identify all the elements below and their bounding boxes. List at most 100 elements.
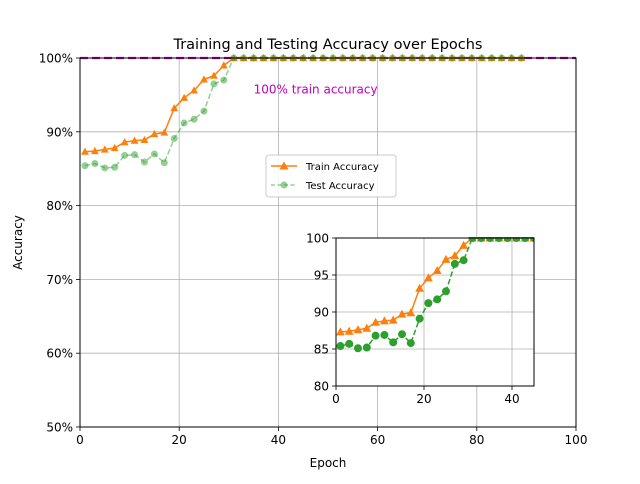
main-point-train-8: [160, 128, 169, 136]
main-series-line-0: [84, 57, 522, 153]
inset-series-line-0: [340, 237, 534, 333]
inset-ytick-label-90: 90: [314, 306, 329, 320]
main-plot-frame: [79, 57, 577, 428]
main-point-test-6: [140, 158, 148, 166]
inset-point-train-1: [344, 326, 354, 335]
main-xtick-label-0: 0: [76, 433, 84, 447]
inset-point-test-12: [442, 287, 450, 296]
inset-point-train-7: [397, 309, 407, 318]
inset-ytick-label-95: 95: [314, 269, 329, 283]
main-point-test-9: [170, 134, 178, 142]
main-point-train-3: [110, 143, 119, 152]
inset-point-train-31: [609, 233, 618, 241]
inset-point-train-23: [538, 233, 547, 241]
main-point-train-14: [219, 61, 228, 69]
main-point-test-3: [111, 163, 119, 171]
main-axis-ticks: 0 20 40 60 80 100 50% 60% 70% 80% 90% 100%: [39, 52, 588, 448]
legend-test-label: Test Accuracy: [305, 181, 375, 192]
inset-point-test-33: [627, 234, 635, 242]
inset-point-test-2: [354, 344, 362, 353]
inset-point-train-26: [565, 233, 574, 241]
inset-point-test-31: [609, 234, 617, 242]
inset-xtick-label-0: 0: [332, 392, 340, 406]
inset-point-test-28: [583, 234, 591, 242]
main-point-test-5: [131, 151, 139, 159]
inset-point-test-23: [539, 234, 547, 242]
inset-point-test-8: [406, 339, 415, 348]
inset-point-test-13: [450, 259, 459, 268]
main-point-train-4: [120, 138, 129, 146]
inset-point-train-5: [380, 316, 389, 325]
legend-train-marker: [279, 161, 289, 170]
inset-chart: 0 20 40 80 85 90 95 100: [306, 232, 640, 406]
inset-xtick-label-20: 20: [416, 392, 431, 406]
main-point-test-2: [101, 164, 109, 172]
inset-point-test-27: [574, 234, 582, 242]
inset-point-train-12: [441, 254, 451, 263]
inset-point-train-13: [450, 251, 460, 260]
inset-point-test-30: [600, 234, 608, 242]
inset-point-train-3: [362, 323, 372, 332]
annotation-100-train: 100% train accuracy: [254, 82, 378, 96]
legend: Train Accuracy Test Accuracy: [265, 154, 397, 198]
main-point-train-12: [200, 75, 208, 83]
main-point-train-7: [150, 129, 159, 138]
inset-point-train-27: [574, 233, 583, 241]
main-xtick-label-40: 40: [271, 433, 286, 447]
main-point-train-11: [190, 86, 198, 94]
main-point-train-9: [170, 104, 179, 112]
main-ytick-label-80: 80%: [46, 199, 73, 213]
main-point-test-1: [91, 160, 99, 168]
main-point-test-12: [200, 107, 208, 115]
inset-point-test-0: [336, 342, 345, 351]
inset-point-test-32: [618, 234, 626, 242]
inset-ytick-label-80: 80: [314, 380, 329, 394]
legend-frame: [265, 154, 397, 198]
main-ytick-label-90: 90%: [46, 125, 73, 139]
inset-point-test-29: [592, 234, 600, 242]
inset-point-test-1: [345, 339, 354, 348]
inset-point-train-32: [618, 233, 627, 241]
inset-point-test-24: [548, 234, 556, 242]
inset-point-test-34: [636, 234, 640, 242]
inset-point-train-29: [591, 233, 600, 241]
inset-point-train-25: [556, 233, 565, 241]
main-xtick-label-60: 60: [370, 433, 385, 447]
main-point-test-4: [121, 151, 129, 159]
inset-point-test-25: [556, 234, 564, 242]
inset-point-test-3: [362, 343, 371, 352]
inset-point-test-11: [433, 295, 442, 304]
main-point-test-8: [160, 159, 168, 167]
main-series-line-1: [84, 57, 522, 169]
inset-point-test-26: [565, 234, 573, 242]
main-point-train-2: [100, 145, 109, 153]
main-point-test-7: [150, 150, 158, 158]
main-xtick-label-100: 100: [565, 433, 588, 447]
main-point-test-0: [81, 162, 89, 170]
main-point-train-13: [210, 71, 218, 79]
inset-point-test-10: [424, 299, 433, 308]
main-ytick-label-100: 100%: [39, 52, 73, 66]
inset-xtick-label-40: 40: [504, 392, 519, 406]
inset-point-test-6: [389, 338, 398, 347]
main-point-train-6: [140, 135, 149, 143]
inset-ytick-label-100: 100: [306, 232, 329, 246]
inset-point-train-14: [459, 240, 468, 249]
chart-title: Training and Testing Accuracy over Epoch…: [172, 37, 482, 53]
main-point-train-0: [81, 147, 89, 155]
inset-point-test-5: [380, 330, 389, 339]
inset-point-test-4: [371, 331, 380, 340]
legend-train-label: Train Accuracy: [305, 162, 379, 173]
main-point-test-10: [180, 119, 188, 127]
main-point-test-14: [220, 76, 228, 84]
inset-ytick-label-85: 85: [314, 343, 329, 357]
main-ytick-label-70: 70%: [46, 273, 73, 287]
inset-point-test-9: [415, 314, 424, 323]
inset-point-train-10: [424, 273, 433, 282]
main-point-test-11: [190, 115, 198, 123]
inset-point-train-9: [415, 283, 424, 292]
y-axis-label: Accuracy: [11, 215, 25, 270]
main-point-train-5: [130, 136, 139, 144]
inset-point-train-24: [547, 233, 556, 241]
